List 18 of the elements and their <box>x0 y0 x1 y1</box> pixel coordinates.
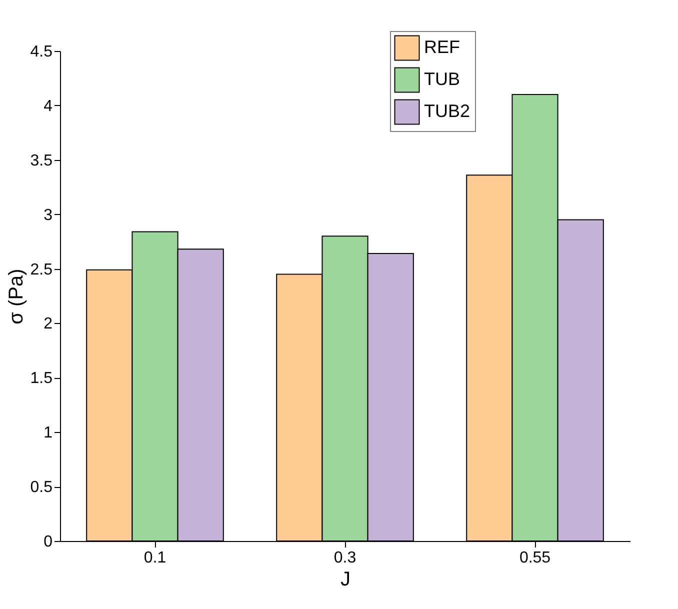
x-tick-label: 0.3 <box>334 550 356 566</box>
x-axis-title: J <box>340 568 350 590</box>
y-tick-label: 0 <box>44 534 53 550</box>
y-tick-label: 3.5 <box>30 152 53 170</box>
y-tick-label: 4 <box>44 98 53 115</box>
y-tick-label: 1.5 <box>30 370 53 388</box>
x-tick-label: 0.55 <box>519 550 551 566</box>
legend-label: REF <box>424 37 460 57</box>
y-tick-label: 0.5 <box>30 479 53 496</box>
y-tick-label: 1 <box>44 424 53 442</box>
legend-label: TUB2 <box>424 101 470 121</box>
y-tick-label: 2 <box>44 316 53 333</box>
y-tick-label: 2.5 <box>30 261 53 278</box>
x-tick-label: 0.1 <box>144 550 166 566</box>
y-tick-label: 4.5 <box>30 44 53 60</box>
y-tick-label: 3 <box>44 206 53 224</box>
y-axis-title: σ (Pa) <box>5 268 28 324</box>
legend-label: TUB <box>424 69 460 89</box>
